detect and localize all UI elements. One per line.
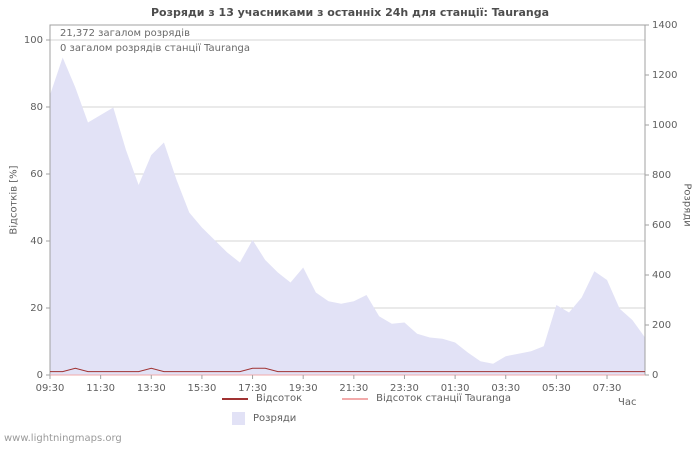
legend-percentage-label: Відсоток [256,393,303,404]
annotation-station-strokes: 0 загалом розрядів станції Tauranga [60,43,251,54]
strokes-area-series [50,57,645,375]
x-tick-label: 05:30 [542,383,571,394]
left-tick-label: 80 [30,102,43,113]
x-tick-label: 11:30 [86,383,115,394]
right-tick-label: 800 [652,170,671,181]
right-tick-label: 200 [652,320,671,331]
right-tick-label: 1000 [652,120,677,131]
legend-row-area: Розряди [232,412,296,425]
right-tick-label: 600 [652,220,671,231]
x-tick-label: 17:30 [238,383,267,394]
left-tick-label: 0 [37,370,43,381]
percentage-line-swatch [222,397,248,400]
x-tick-label: 03:30 [491,383,520,394]
watermark-link: www.lightningmaps.org [4,433,122,444]
percentage-series [50,367,645,373]
x-tick-label: 23:30 [390,383,419,394]
left-tick-label: 100 [24,35,43,46]
x-axis-title: Час [618,397,637,408]
left-tick-label: 20 [30,303,43,314]
page-title: Розряди з 13 учасниками з останніх 24h д… [150,6,550,19]
right-axis-title: Розряди [681,183,693,227]
x-tick-label: 19:30 [289,383,318,394]
station-percentage-line-swatch [342,397,369,400]
left-axis-title: Відсотків [%] [8,165,20,235]
x-tick-label: 09:30 [36,383,65,394]
left-tick-label: 60 [30,169,43,180]
annotation-total-strokes: 21,372 загалом розрядів [60,28,190,39]
legend-station-percentage-label: Відсоток станції Tauranga [376,393,511,404]
right-tick-label: 400 [652,270,671,281]
legend-row-lines: Відсоток Відсоток станції Tauranga [222,393,511,404]
x-tick-label: 13:30 [137,383,166,394]
legend-strokes-label: Розряди [253,413,297,424]
x-tick-label: 01:30 [441,383,470,394]
x-tick-label: 21:30 [339,383,368,394]
x-tick-label: 15:30 [188,383,217,394]
right-tick-label: 1200 [652,70,677,81]
left-tick-label: 40 [30,236,43,247]
strokes-area-swatch [232,412,245,425]
right-tick-label: 0 [652,370,658,381]
x-tick-label: 07:30 [593,383,622,394]
right-tick-label: 1400 [652,20,677,31]
